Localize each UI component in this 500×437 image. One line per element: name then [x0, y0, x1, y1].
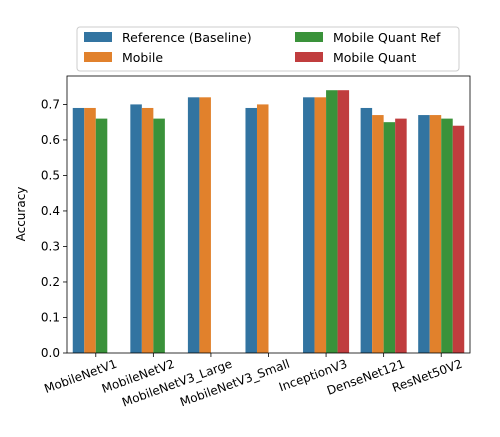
legend-swatch [295, 52, 323, 62]
bar [383, 122, 396, 354]
bar [441, 118, 453, 353]
bar [72, 107, 85, 353]
legend-label: Mobile [122, 50, 163, 65]
legend-swatch [84, 52, 112, 62]
bar [130, 104, 142, 354]
bar [326, 90, 338, 353]
legend-label: Mobile Quant Ref [333, 30, 441, 45]
y-axis-label: Accuracy [14, 187, 28, 242]
bar [372, 115, 384, 353]
bar [418, 115, 430, 353]
bar [187, 97, 200, 353]
legend: Reference (Baseline) Mobile Mobile Quant R… [76, 26, 460, 72]
bar [95, 118, 108, 353]
bar [360, 107, 373, 353]
bar [84, 107, 96, 353]
bar [314, 97, 327, 353]
y-tick-label: 0.0 [41, 346, 60, 360]
bar [303, 97, 315, 353]
bar [337, 90, 350, 353]
y-axis: 0.0 0.1 0.2 0.3 0.4 0.5 0.6 0.7 [41, 97, 67, 360]
bar [452, 125, 465, 353]
bar [245, 107, 257, 353]
y-tick-label: 0.1 [41, 310, 60, 324]
legend-label: Mobile Quant [333, 50, 416, 65]
bar [141, 107, 154, 353]
y-tick-label: 0.6 [41, 133, 60, 147]
bar [429, 115, 442, 353]
legend-swatch [84, 32, 112, 42]
x-axis: MobileNetV1MobileNetV2MobileNetV3_LargeM… [42, 353, 464, 410]
bar [395, 118, 407, 353]
bar [199, 97, 211, 353]
bar [153, 118, 165, 353]
y-tick-label: 0.3 [41, 239, 60, 253]
bar [256, 104, 269, 354]
plot-frame [66, 75, 471, 354]
legend-label: Reference (Baseline) [122, 30, 252, 45]
y-tick-label: 0.5 [41, 168, 60, 182]
y-tick-label: 0.7 [41, 97, 60, 111]
legend-box [76, 26, 460, 72]
y-tick-label: 0.4 [41, 204, 60, 218]
y-tick-label: 0.2 [41, 275, 60, 289]
legend-swatch [295, 32, 323, 42]
bars-group [72, 90, 465, 354]
